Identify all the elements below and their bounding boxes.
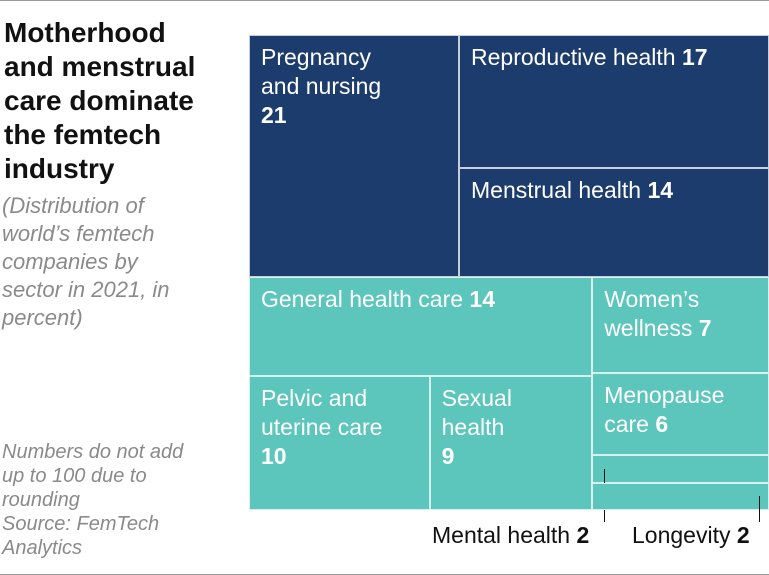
category-name: Pregnancy and nursing [261,44,382,99]
chart-subtitle: (Distribution of world’s femtech compani… [2,193,170,330]
treemap-cell [249,375,430,510]
treemap-cell [459,35,769,168]
cell-label: Longevity 2 [632,522,750,549]
category-name: Reproductive health [471,44,676,70]
cell-label: Mental health 2 [432,522,589,549]
value-label: 2 [576,522,590,548]
value-label: 17 [681,44,708,70]
value-label: 10 [261,442,287,469]
category-name: Women’s wellness [604,286,700,342]
cell-label: Menopause care 6 [604,381,754,439]
value-label: 14 [469,286,495,313]
treemap-cell [592,455,769,483]
category-name: Menopause care [604,382,725,438]
category-name: Mental health [432,522,571,548]
value-label: 21 [261,102,287,128]
cell-label: General health care 14 [261,285,581,314]
cell-label: Menstrual health 14 [471,176,769,205]
category-name: Pelvic and uterine care [261,384,383,440]
value-label: 2 [736,522,750,548]
treemap-cell [249,277,593,376]
treemap-cell [592,482,769,510]
cell-label: Women’s wellness 7 [604,285,734,343]
note: Numbers do not add up to 100 due to roun… [2,441,184,511]
footnotes: Numbers do not add up to 100 due to roun… [2,440,192,560]
category-name: Menstrual health [471,176,642,203]
treemap-cell [592,373,769,456]
treemap-cell [249,35,459,278]
value-label: 9 [441,442,455,469]
cell-label: Pregnancy and nursing 21 [261,43,391,130]
cell-label: Reproductive health 17 [471,43,769,72]
value-label: 14 [647,176,674,203]
category-name: General health care [261,286,464,313]
value-label: 6 [655,411,669,438]
treemap-cell [429,375,593,510]
treemap-cell [592,277,769,374]
leader-line [759,496,760,522]
cell-label: Pelvic and uterine care 10 [261,384,411,471]
chart-title: Motherhood and menstrual care dominate t… [4,17,196,184]
category-name: Longevity [632,522,731,548]
cell-label: Sexual health 9 [442,384,532,471]
category-name: Sexual health [441,384,512,440]
value-label: 7 [698,315,712,342]
source: Source: FemTech Analytics [2,513,160,559]
treemap-cell [459,167,769,278]
